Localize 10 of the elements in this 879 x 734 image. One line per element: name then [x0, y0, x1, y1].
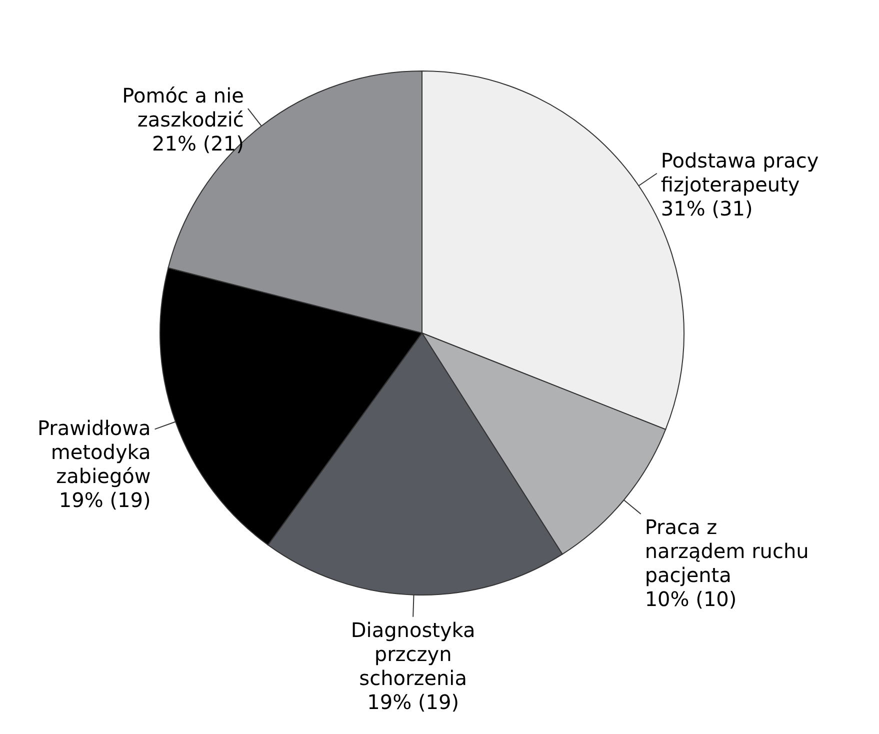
data-label: 19% (19) [367, 690, 460, 714]
slice-label: Prawidłowa metodyka zabiegów [37, 416, 151, 488]
slice-label: Praca z narządem ruchu pacjenta [644, 515, 809, 588]
slice-label: Diagnostyka przczyn schorzenia [350, 618, 476, 690]
slice-label: Pomóc a nie zaszkodzić [122, 84, 244, 132]
data-label: 31% (31) [660, 196, 753, 220]
data-label: 10% (10) [644, 587, 737, 612]
slice-label: Podstawa pracy fizjoterapeuty [660, 148, 819, 196]
data-label: 19% (19) [58, 488, 151, 512]
data-label: 21% (21) [152, 132, 244, 156]
